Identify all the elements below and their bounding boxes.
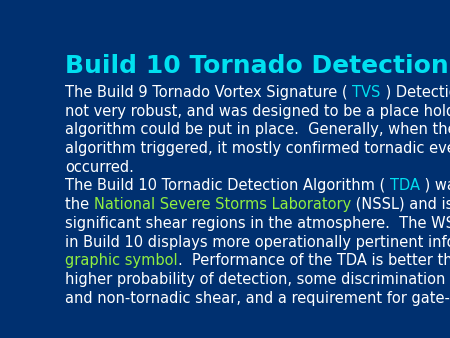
Text: the: the bbox=[65, 197, 94, 212]
Text: occurred.: occurred. bbox=[65, 160, 134, 175]
Text: algorithm triggered, it mostly confirmed tornadic events that had already: algorithm triggered, it mostly confirmed… bbox=[65, 141, 450, 156]
Text: The Build 10 Tornadic Detection Algorithm (: The Build 10 Tornadic Detection Algorith… bbox=[65, 178, 390, 193]
Text: graphic symbol: graphic symbol bbox=[65, 254, 178, 268]
Text: not very robust, and was designed to be a place holder until a better: not very robust, and was designed to be … bbox=[65, 103, 450, 119]
Text: TVS: TVS bbox=[352, 85, 381, 100]
Text: higher probability of detection, some discrimination between tornadic: higher probability of detection, some di… bbox=[65, 272, 450, 287]
Text: ) was developed at: ) was developed at bbox=[420, 178, 450, 193]
Text: The Build 9 Tornado Vortex Signature (: The Build 9 Tornado Vortex Signature ( bbox=[65, 85, 352, 100]
Text: in Build 10 displays more operationally pertinent information, and a: in Build 10 displays more operationally … bbox=[65, 235, 450, 250]
Text: algorithm could be put in place.  Generally, when the Build 9 TVS: algorithm could be put in place. General… bbox=[65, 122, 450, 137]
Text: National Severe Storms Laboratory: National Severe Storms Laboratory bbox=[94, 197, 351, 212]
Text: TDA: TDA bbox=[390, 178, 420, 193]
Text: .  Performance of the TDA is better than TVS, with a: . Performance of the TDA is better than … bbox=[178, 254, 450, 268]
Text: Build 10 Tornado Detection Algorithm: Build 10 Tornado Detection Algorithm bbox=[65, 54, 450, 78]
Text: (NSSL) and is designed to detect: (NSSL) and is designed to detect bbox=[351, 197, 450, 212]
Text: ) Detection Algorithm was: ) Detection Algorithm was bbox=[381, 85, 450, 100]
Text: and non-tornadic shear, and a requirement for gate- to-gate shear.: and non-tornadic shear, and a requiremen… bbox=[65, 291, 450, 306]
Text: significant shear regions in the atmosphere.  The WSR-88D TDA product: significant shear regions in the atmosph… bbox=[65, 216, 450, 231]
